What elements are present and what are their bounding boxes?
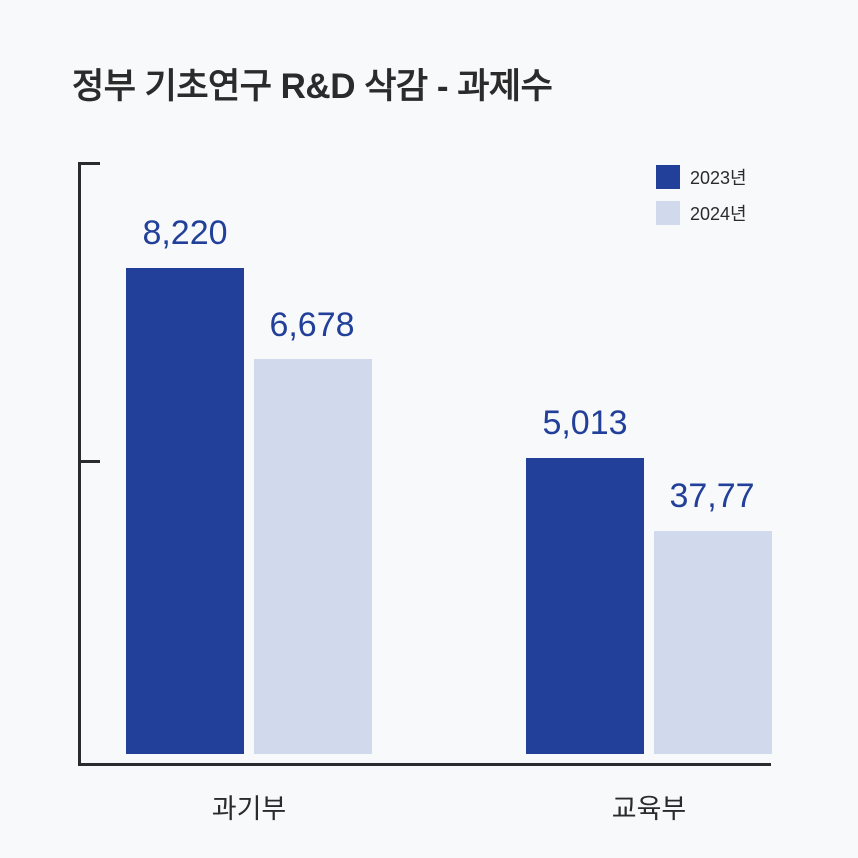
bar-label-2023-gwagibu: 8,220 bbox=[142, 214, 228, 252]
category-label-gyoyukbu: 교육부 bbox=[611, 794, 687, 824]
bar-label-2023-gyoyukbu: 5,013 bbox=[542, 404, 628, 442]
bar-label-2024-gyoyukbu: 37,77 bbox=[669, 477, 755, 515]
legend-label-2023: 2023년 bbox=[690, 167, 747, 188]
bar-2024-gwagibu bbox=[254, 359, 372, 754]
category-label-gwagibu: 과기부 bbox=[211, 794, 287, 824]
legend-item-2023: 2023년 bbox=[656, 164, 747, 189]
y-axis-tick-mid bbox=[78, 460, 100, 463]
chart-legend: 2023년 2024년 bbox=[656, 164, 747, 236]
bar-2023-gyoyukbu bbox=[526, 458, 644, 754]
legend-label-2024: 2024년 bbox=[690, 203, 747, 224]
bar-2024-gyoyukbu bbox=[654, 531, 772, 754]
bar-2023-gwagibu bbox=[126, 268, 244, 754]
y-axis-line bbox=[78, 162, 81, 766]
legend-swatch-2024 bbox=[656, 200, 680, 225]
legend-item-2024: 2024년 bbox=[656, 200, 747, 225]
bar-label-2024-gwagibu: 6,678 bbox=[269, 306, 355, 344]
legend-swatch-2023 bbox=[656, 164, 680, 189]
y-axis-tick-top bbox=[78, 162, 100, 165]
chart-title: 정부 기초연구 R&D 삭감 - 과제수 bbox=[72, 67, 553, 106]
x-axis-line bbox=[78, 763, 771, 766]
